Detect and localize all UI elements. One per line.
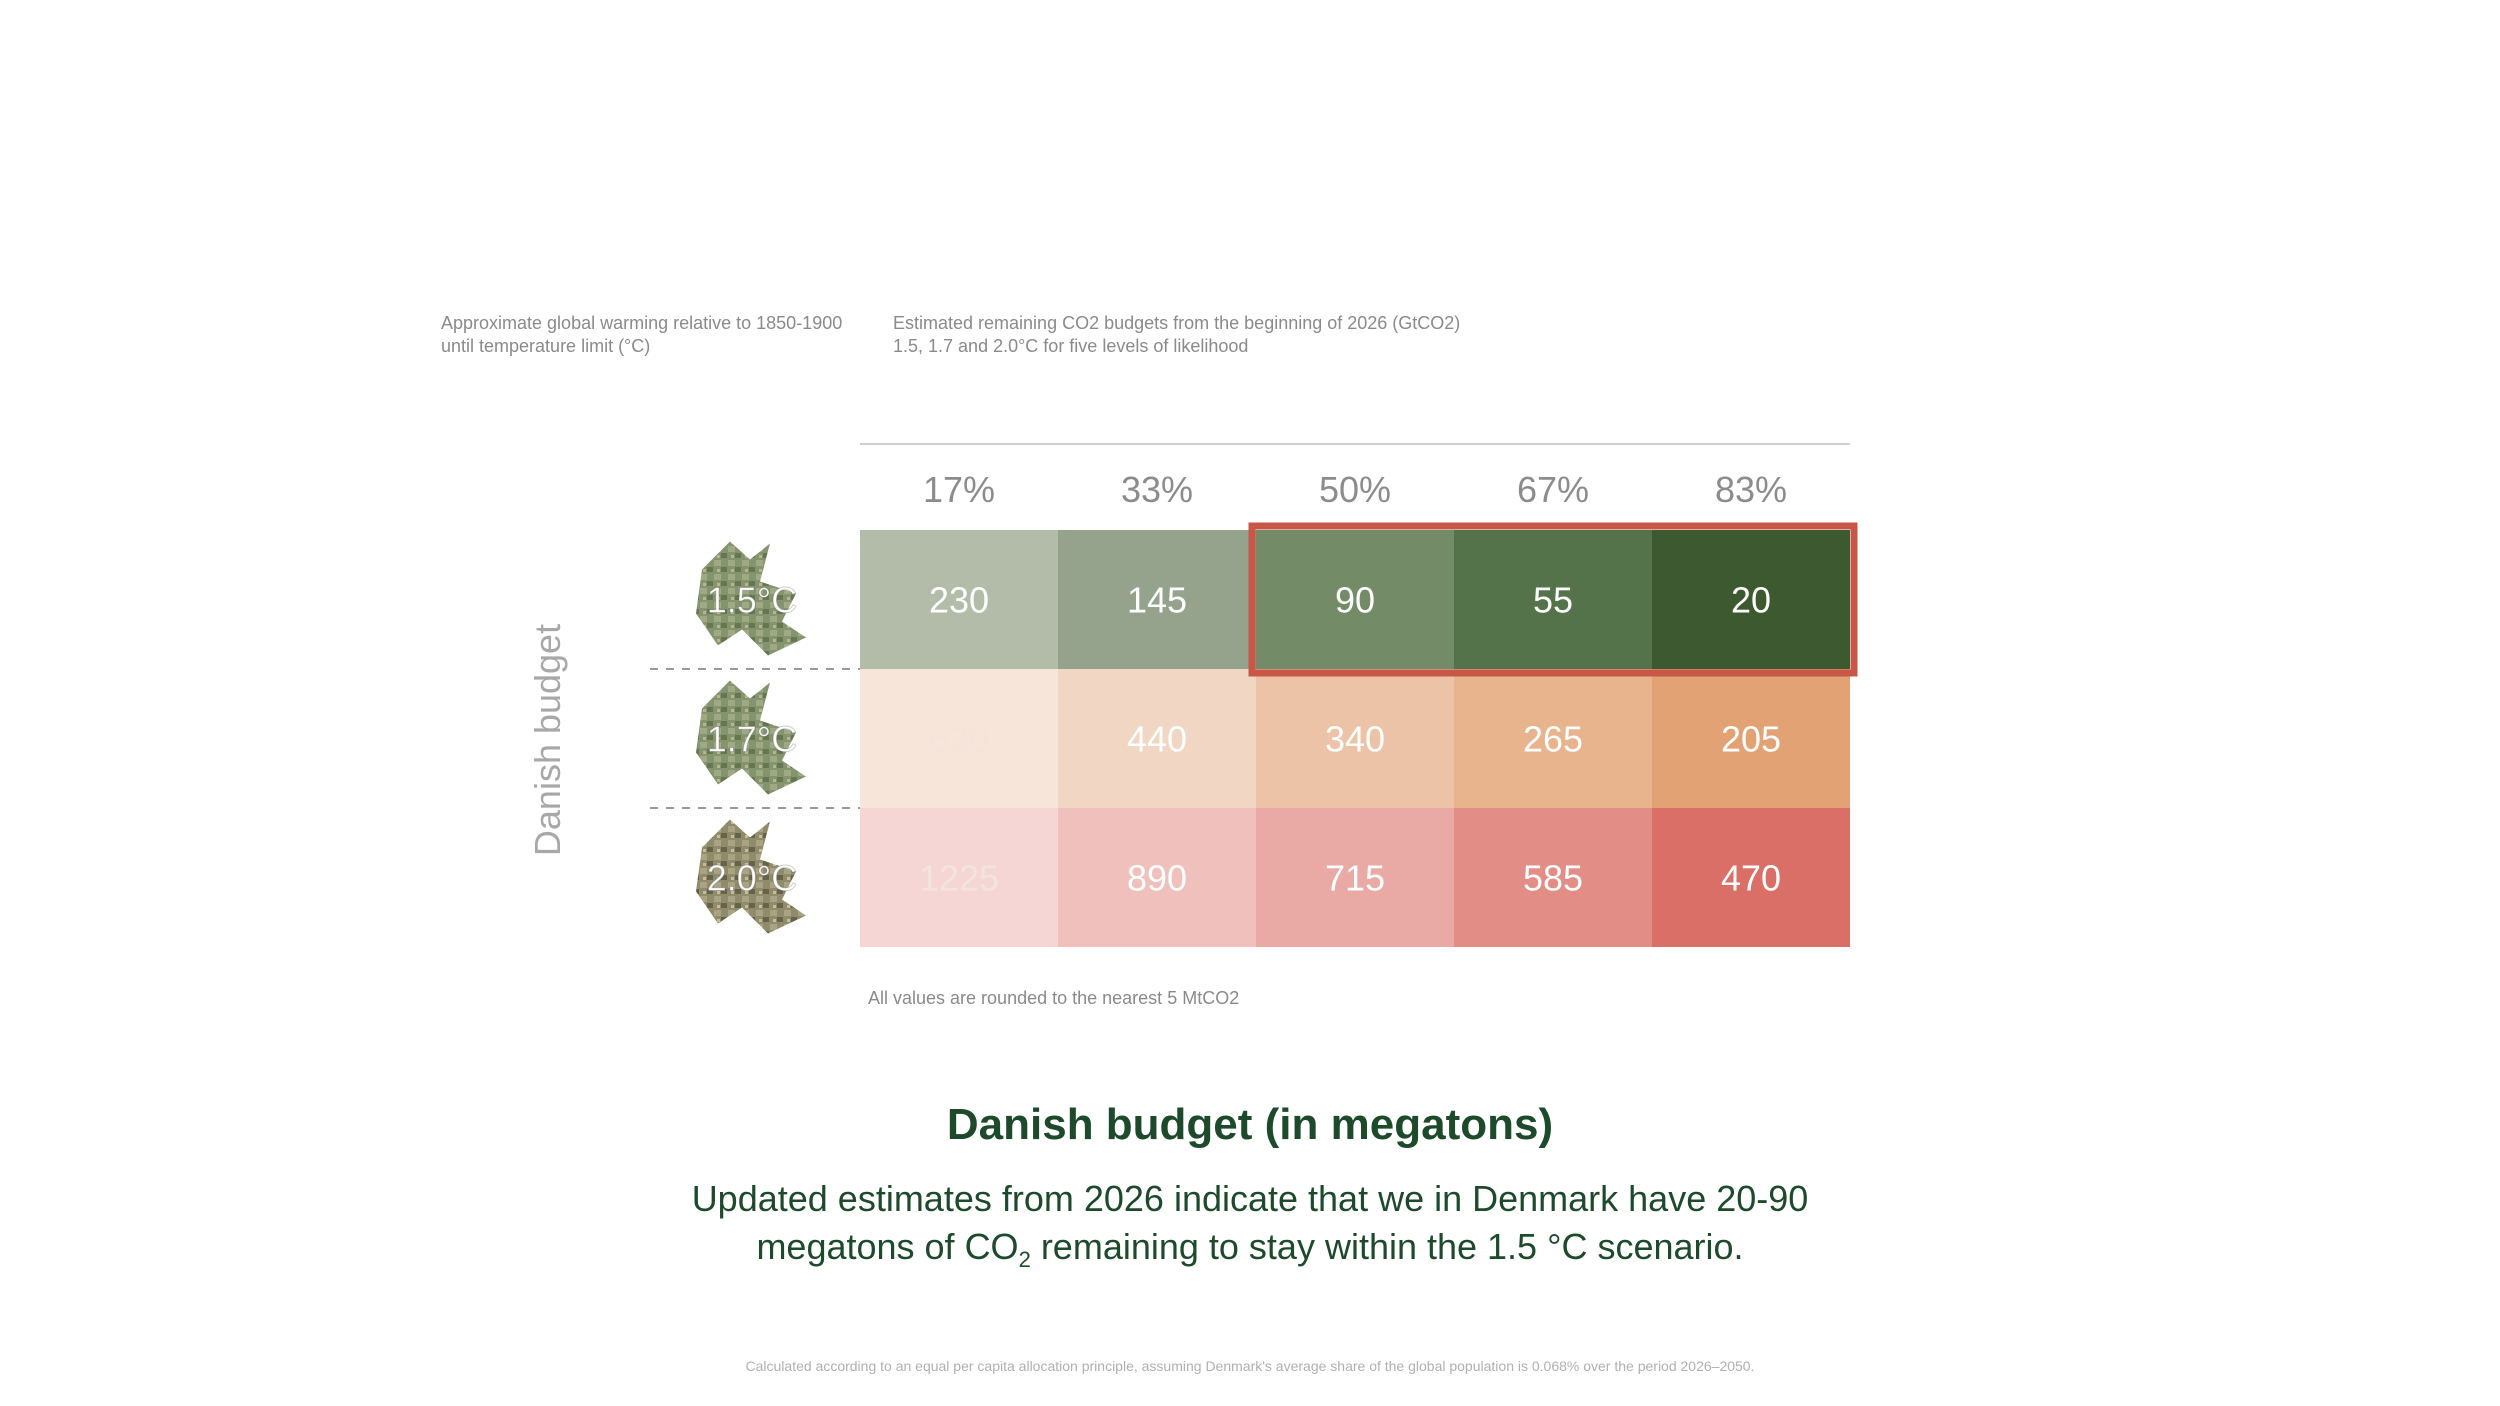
cell-0-3 [1454, 530, 1652, 669]
column-header-33pct: 33% [1121, 469, 1193, 510]
cell-value-2-3: 585 [1523, 858, 1583, 899]
cell-value-2-2: 715 [1325, 858, 1385, 899]
cell-value-1-4: 205 [1721, 719, 1781, 760]
warming-axis-note: Approximate global warming relative to 1… [441, 313, 843, 356]
row-label-2: 2.0°C [707, 858, 797, 899]
column-header-17pct: 17% [923, 469, 995, 510]
column-header-50pct: 50% [1319, 469, 1391, 510]
cell-0-4 [1652, 530, 1850, 669]
cell-2-2 [1256, 808, 1454, 947]
cell-2-3 [1454, 808, 1652, 947]
cell-value-1-1: 440 [1127, 719, 1187, 760]
highlight-box [1248, 522, 1858, 677]
cell-value-0-1: 145 [1127, 580, 1187, 621]
cell-value-2-4: 470 [1721, 858, 1781, 899]
denmark-map-icon [696, 680, 806, 795]
row-label-1: 1.7°C [707, 719, 797, 760]
cell-2-0 [860, 808, 1058, 947]
cell-value-1-2: 340 [1325, 719, 1385, 760]
cell-value-0-2: 90 [1335, 580, 1375, 621]
summary-part1: Updated estimates from 2026 indicate tha… [691, 1178, 1809, 1267]
budget-description-line1: Estimated remaining CO2 budgets from the… [893, 313, 1461, 333]
methodology-fineprint: Calculated according to an equal per cap… [745, 1358, 1755, 1374]
cell-2-4 [1652, 808, 1850, 947]
cell-1-2 [1256, 669, 1454, 808]
cell-value-2-0: 1225 [919, 858, 999, 899]
cell-value-0-0: 230 [929, 580, 989, 621]
cell-0-2 [1256, 530, 1454, 669]
budget-description: Estimated remaining CO2 budgets from the… [893, 312, 1593, 358]
summary-part2: remaining to stay within the 1.5 °C scen… [1030, 1226, 1744, 1267]
rounding-footnote: All values are rounded to the nearest 5 … [868, 988, 1240, 1008]
summary-heading: Danish budget (in megatons) [946, 1100, 1554, 1149]
cell-value-1-3: 265 [1523, 719, 1583, 760]
column-header-83pct: 83% [1715, 469, 1787, 510]
cell-1-3 [1454, 669, 1652, 808]
cell-0-1 [1058, 530, 1256, 669]
cell-1-4 [1652, 669, 1850, 808]
summary-subscript: 2 [1018, 1247, 1031, 1273]
cell-value-0-4: 20 [1731, 580, 1771, 621]
budget-description-line2: 1.5, 1.7 and 2.0°C for five levels of li… [893, 336, 1249, 356]
cell-1-1 [1058, 669, 1256, 808]
cell-2-1 [1058, 808, 1256, 947]
summary-text: Updated estimates from 2026 indicate tha… [650, 1175, 1850, 1284]
column-header-67pct: 67% [1517, 469, 1589, 510]
row-label-0: 1.5°C [707, 580, 797, 621]
denmark-map-icon [696, 541, 806, 656]
cell-value-2-1: 890 [1127, 858, 1187, 899]
denmark-map-icon [696, 819, 806, 934]
cell-value-0-3: 55 [1533, 580, 1573, 621]
cell-0-0 [860, 530, 1058, 669]
cell-value-1-0: 630 [929, 719, 989, 760]
cell-1-0 [860, 669, 1058, 808]
